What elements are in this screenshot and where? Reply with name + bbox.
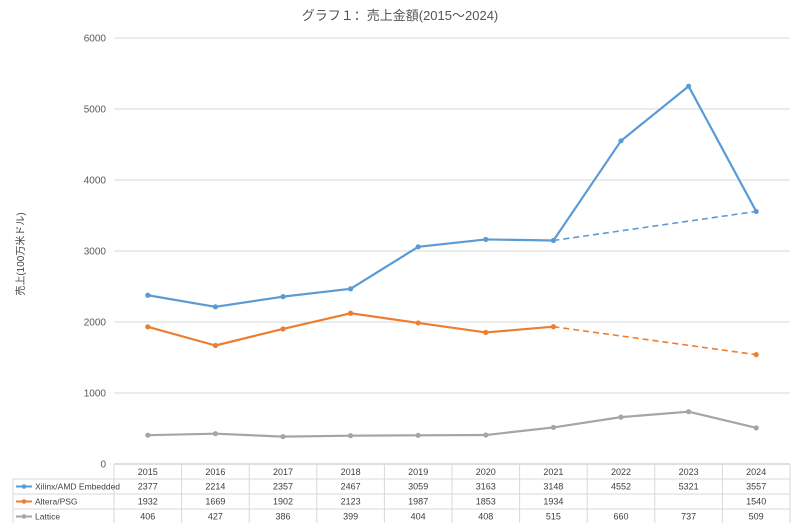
data-label: 408 [478, 512, 493, 522]
gridlines [114, 37, 790, 465]
category-label: 2021 [543, 467, 563, 477]
data-point [145, 324, 151, 330]
data-label: 1932 [138, 497, 158, 507]
data-point [415, 320, 421, 326]
data-point [753, 208, 759, 215]
data-label: 1540 [746, 497, 766, 507]
data-point [550, 237, 557, 244]
data-label: 3163 [476, 482, 496, 492]
series-line [147, 312, 554, 347]
y-tick-label: 0 [100, 460, 106, 471]
category-label: 2019 [408, 467, 428, 477]
data-label: 4552 [611, 482, 631, 492]
data-label: 5321 [679, 482, 699, 492]
y-tick-label: 4000 [84, 176, 107, 187]
category-label: 2018 [341, 467, 361, 477]
data-label: 386 [275, 512, 290, 522]
data-point [348, 433, 354, 439]
data-label: 1669 [205, 497, 225, 507]
data-label: 509 [749, 512, 764, 522]
data-label: 3557 [746, 482, 766, 492]
y-axis-ticks: 0 1000 2000 3000 4000 5000 6000 [84, 34, 107, 471]
data-label: 406 [140, 512, 155, 522]
data-point [550, 324, 557, 330]
data-point [550, 424, 557, 431]
category-label: 2020 [476, 467, 496, 477]
data-point [753, 425, 759, 431]
data-label: 1934 [543, 497, 563, 507]
data-point [145, 432, 151, 438]
y-tick-label: 1000 [84, 389, 107, 400]
series-line-projection [553, 325, 757, 356]
data-label: 660 [613, 512, 628, 522]
y-axis-label: 売上(100万米ドル) [14, 212, 27, 295]
data-point [145, 292, 151, 298]
series-line [147, 410, 757, 438]
y-tick-label: 6000 [84, 34, 107, 45]
category-label: 2023 [679, 467, 699, 477]
y-tick-label: 3000 [84, 247, 107, 258]
data-point [483, 432, 489, 438]
series-lines [145, 83, 759, 440]
y-tick-label: 2000 [84, 318, 107, 329]
category-label: 2022 [611, 467, 631, 477]
category-label: 2016 [205, 467, 225, 477]
data-label: 427 [208, 512, 223, 522]
data-point [280, 294, 286, 300]
data-point [753, 352, 759, 358]
data-label: 2357 [273, 482, 293, 492]
legend-series-name: Altera/PSG [35, 497, 78, 507]
data-label: 1853 [476, 497, 496, 507]
data-point [280, 433, 286, 440]
data-label: 515 [546, 512, 561, 522]
data-label: 3059 [408, 482, 428, 492]
data-label: 2377 [138, 482, 158, 492]
data-label: 3148 [543, 482, 563, 492]
data-label: 737 [681, 512, 696, 522]
category-label: 2015 [138, 467, 158, 477]
data-label: 2214 [205, 482, 225, 492]
data-point [483, 329, 489, 336]
series-line-projection [553, 210, 757, 242]
series-line [147, 85, 758, 308]
category-label: 2017 [273, 467, 293, 477]
data-point [618, 138, 624, 144]
data-label: 1902 [273, 497, 293, 507]
data-point [348, 310, 354, 316]
data-table: 2015 2016 2017 2018 2019 2020 2021 2022 2023 2024… [12, 464, 791, 523]
legend-key-marker [21, 514, 27, 519]
data-label: 2467 [341, 482, 361, 492]
legend-series-name: Lattice [35, 512, 60, 522]
legend-series-name: Xilinx/AMD Embedded [35, 482, 120, 492]
legend-key-marker [21, 499, 27, 504]
data-point [686, 83, 692, 89]
y-tick-label: 5000 [84, 105, 107, 116]
data-point [212, 342, 218, 349]
data-point [280, 326, 286, 332]
data-point [686, 409, 692, 415]
data-label: 404 [411, 512, 426, 522]
data-label: 399 [343, 512, 358, 522]
data-point [618, 414, 624, 420]
data-point [212, 304, 218, 310]
data-point [212, 431, 218, 437]
data-label: 1987 [408, 497, 428, 507]
data-point [415, 244, 421, 250]
data-point [415, 432, 421, 438]
category-label: 2024 [746, 467, 766, 477]
data-point [483, 236, 489, 243]
chart-title: グラフ１：売上金額(2015～2024) [302, 8, 499, 23]
data-point [348, 286, 354, 292]
legend-key-marker [21, 484, 27, 489]
data-label: 2123 [341, 497, 361, 507]
